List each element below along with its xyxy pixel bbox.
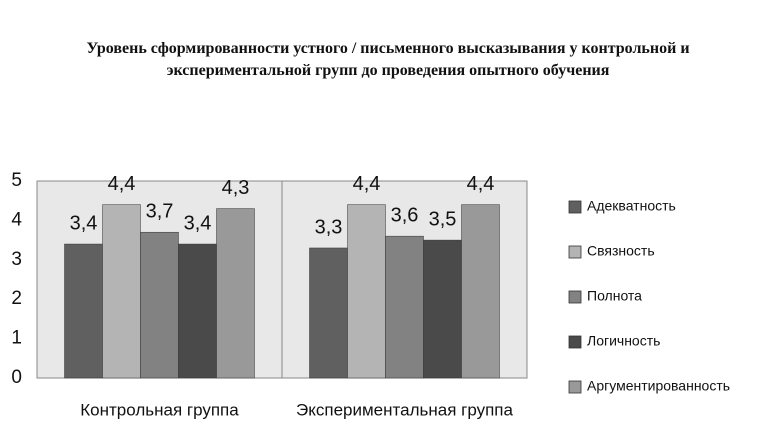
data-label: 4,4 xyxy=(108,173,136,195)
bar xyxy=(64,243,103,379)
data-label: 4,4 xyxy=(467,173,495,195)
y-tick-label: 0 xyxy=(11,367,22,388)
legend-label: Полнота xyxy=(587,288,642,304)
data-label: 4,4 xyxy=(353,173,381,195)
data-label: 3,6 xyxy=(391,204,419,226)
y-tick-label: 2 xyxy=(11,288,22,309)
data-label: 3,7 xyxy=(146,201,174,223)
legend-swatch xyxy=(568,290,582,304)
x-tick-label: Контрольная группа xyxy=(80,400,239,419)
bar xyxy=(309,247,348,379)
legend-label: Аргументированность xyxy=(587,378,730,394)
bar xyxy=(385,235,424,379)
bar xyxy=(140,231,179,379)
bar xyxy=(216,208,255,379)
y-tick-label: 1 xyxy=(11,328,22,349)
legend-swatch xyxy=(568,245,582,259)
y-tick-label: 3 xyxy=(11,249,22,270)
data-label: 3,4 xyxy=(184,212,212,234)
bar xyxy=(461,204,500,379)
legend-swatch xyxy=(568,200,582,214)
bar xyxy=(102,204,141,379)
data-label: 3,3 xyxy=(315,216,343,238)
bar xyxy=(347,204,386,379)
bar xyxy=(178,243,217,379)
legend-label: Логичность xyxy=(587,333,660,349)
legend-label: Связность xyxy=(587,243,655,259)
data-label: 3,4 xyxy=(70,212,98,234)
data-label: 3,5 xyxy=(429,208,457,230)
x-tick-label: Экспериментальная группа xyxy=(296,400,513,419)
bar xyxy=(423,239,462,379)
legend-swatch xyxy=(568,380,582,394)
y-tick-label: 5 xyxy=(11,170,22,191)
data-label: 4,3 xyxy=(222,177,250,199)
legend-swatch xyxy=(568,335,582,349)
y-tick-label: 4 xyxy=(11,209,22,230)
legend-label: Адекватность xyxy=(587,198,676,214)
chart-title: Уровень сформированности устного / письм… xyxy=(86,40,690,79)
